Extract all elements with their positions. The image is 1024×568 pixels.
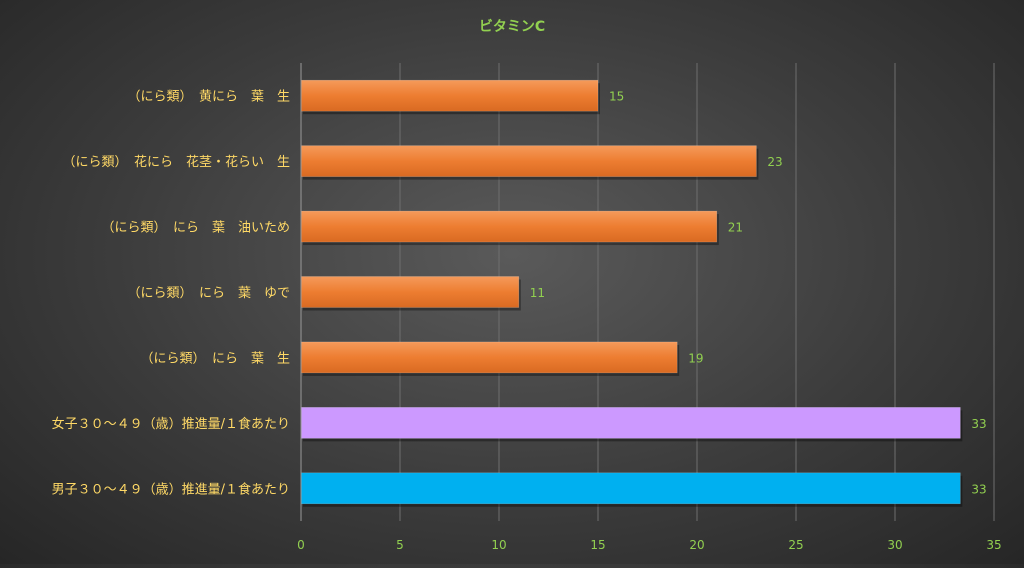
x-tick-label: 0 (297, 538, 305, 552)
category-label: 男子３０～４９（歳）推進量/１食あたり (52, 481, 290, 497)
data-label: 23 (767, 155, 782, 169)
category-label: （にら類） にら 葉 油いため (101, 221, 290, 236)
x-tick-label: 25 (788, 538, 803, 552)
data-label: 15 (609, 90, 624, 104)
bar (300, 145, 757, 177)
category-label: 女子３０～４９（歳）推進量/１食あたり (52, 416, 290, 432)
data-label: 33 (971, 417, 986, 431)
bar (300, 341, 678, 374)
data-label: 19 (688, 351, 703, 365)
axes: 0 5 10 15 20 25 30 35 （にら類） 黄にら 葉 生 15 （にら類） 花にら 花… (52, 63, 1002, 552)
category-label: （にら類） にら 葉 ゆで (127, 286, 290, 301)
x-tick-label: 5 (396, 538, 404, 552)
bar (300, 210, 718, 243)
x-tick-label: 15 (590, 538, 605, 552)
data-label: 11 (530, 286, 545, 300)
bar (300, 472, 961, 505)
chart-title: ビタミンC (479, 19, 545, 35)
x-tick-label: 35 (986, 538, 1001, 552)
x-tick-label: 10 (491, 538, 506, 552)
bars (300, 79, 963, 507)
gridlines (399, 63, 995, 521)
category-label: （にら類） 花にら 花茎・花らい 生 (62, 154, 290, 170)
data-label: 21 (728, 221, 743, 235)
x-tick-label: 20 (689, 538, 704, 552)
x-tick-label: 30 (887, 538, 902, 552)
bar (300, 79, 599, 112)
bar (300, 407, 961, 439)
bar (300, 276, 520, 308)
category-label: （にら類） にら 葉 生 (140, 351, 290, 366)
category-label: （にら類） 黄にら 葉 生 (127, 90, 290, 105)
data-label: 33 (971, 482, 986, 496)
